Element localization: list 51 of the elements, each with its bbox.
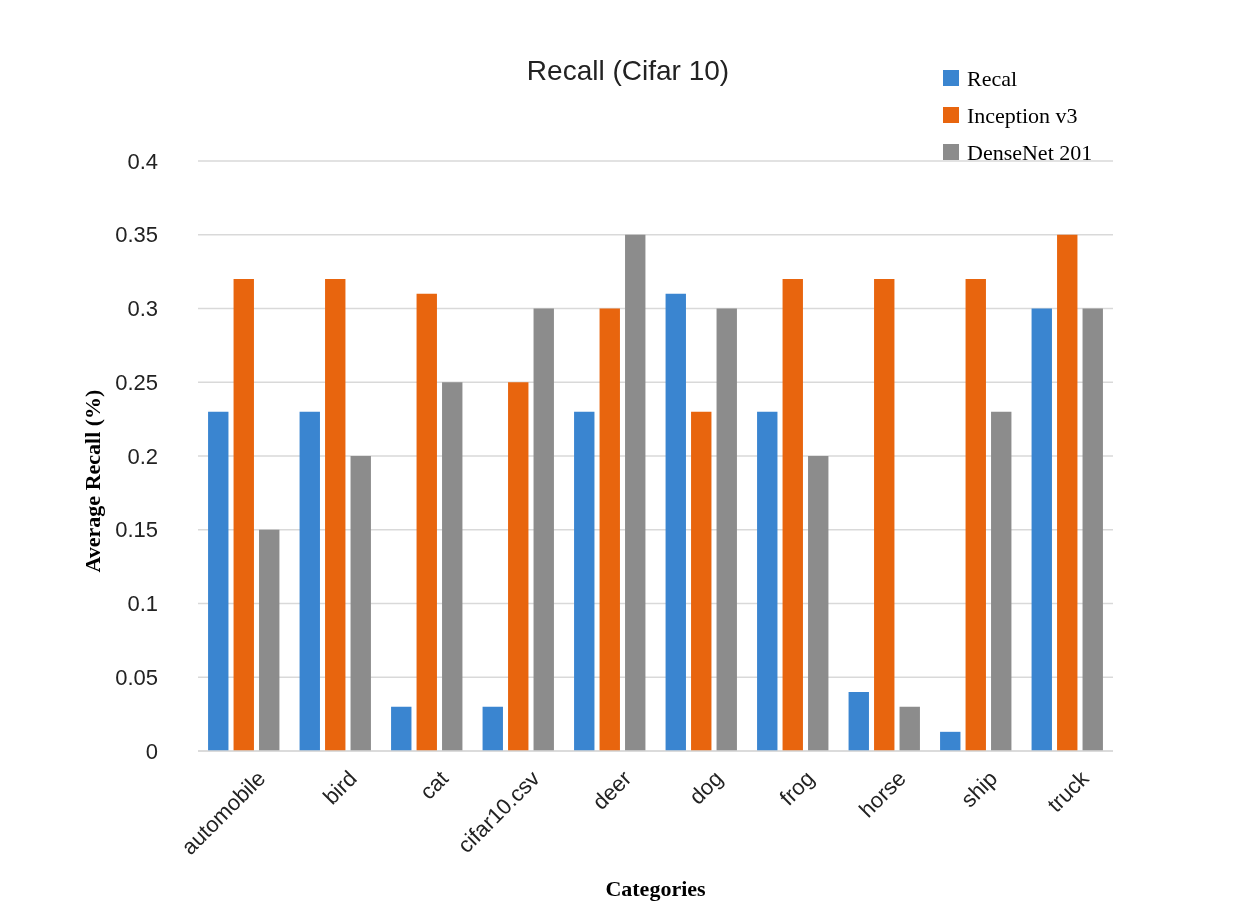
y-tick-label: 0.05: [115, 664, 158, 690]
y-tick-label: 0.1: [127, 591, 158, 617]
bar: [716, 308, 737, 751]
y-tick-label: 0.4: [127, 148, 158, 174]
y-tick-label: 0.3: [127, 296, 158, 322]
bar: [442, 382, 463, 751]
bar: [899, 706, 920, 751]
bar: [1057, 234, 1078, 751]
legend-label: Inception v3: [967, 102, 1078, 128]
x-tick-label: cat: [414, 765, 454, 805]
bar: [965, 279, 986, 751]
y-tick-label: 0.25: [115, 369, 158, 395]
bar: [233, 279, 254, 751]
bar: [625, 234, 646, 751]
y-axis-title: Average Recall (%): [80, 389, 105, 573]
bar: [1082, 308, 1103, 751]
legend-label: Recal: [967, 65, 1018, 91]
bar: [599, 308, 620, 751]
x-axis-title: Categories: [605, 876, 707, 901]
bar: [808, 456, 829, 751]
bar: [299, 411, 320, 751]
bar: [848, 692, 869, 751]
bar: [691, 411, 712, 751]
x-tick-label: frog: [774, 765, 820, 811]
bar: [350, 456, 371, 751]
y-tick-label: 0.2: [127, 443, 158, 469]
y-tick-label: 0: [145, 738, 158, 764]
bar: [1031, 308, 1052, 751]
bar: [782, 279, 803, 751]
x-tick-label: dog: [684, 765, 728, 810]
bar: [665, 293, 686, 751]
x-tick-label: bird: [318, 765, 362, 810]
x-tick-label: deer: [587, 765, 637, 815]
bar: [482, 706, 503, 751]
bar: [508, 382, 529, 751]
bar: [391, 706, 412, 751]
legend-label: DenseNet 201: [967, 139, 1093, 165]
bar: [874, 279, 895, 751]
y-tick-label: 0.15: [115, 517, 158, 543]
y-tick-label: 0.35: [115, 222, 158, 248]
bar: [533, 308, 554, 751]
bar: [574, 411, 595, 751]
bar: [757, 411, 778, 751]
bar: [940, 731, 961, 751]
bar: [208, 411, 229, 751]
chart-title: Recall (Cifar 10): [526, 55, 730, 86]
bar: [325, 279, 346, 751]
bar: [259, 529, 280, 751]
bar: [416, 293, 437, 751]
x-tick-label: ship: [955, 765, 1003, 812]
bar: [991, 411, 1012, 751]
